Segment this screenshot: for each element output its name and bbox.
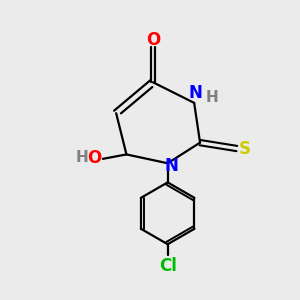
Text: S: S bbox=[239, 140, 251, 158]
Text: O: O bbox=[146, 31, 160, 49]
Text: N: N bbox=[164, 157, 178, 175]
Text: O: O bbox=[87, 149, 101, 167]
Text: H: H bbox=[76, 150, 89, 165]
Text: N: N bbox=[189, 85, 202, 103]
Text: Cl: Cl bbox=[159, 257, 177, 275]
Text: H: H bbox=[206, 90, 218, 105]
